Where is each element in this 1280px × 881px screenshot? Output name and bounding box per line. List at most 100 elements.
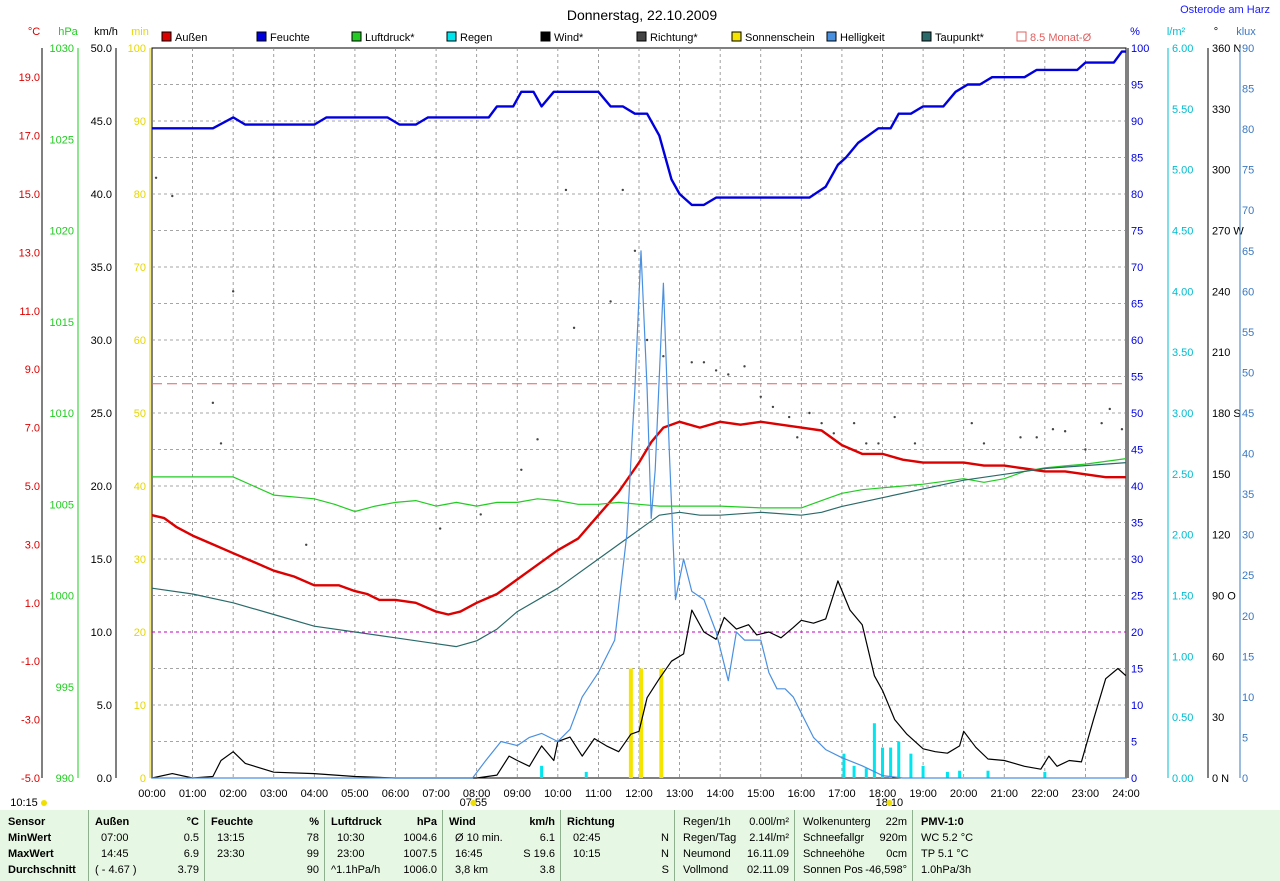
legend-swatch-monat: [1016, 31, 1027, 42]
stats-schneefall-label: Schneefallgr: [803, 832, 865, 844]
legend-label-sonne: Sonnenschein: [745, 32, 815, 44]
stats-luftdruck-col: Luftdruck hPa 10:30 1004.6 23:00 1007.5 ^1.…: [324, 810, 443, 881]
stats-richtung-col: Richtung 02:45 N 10:15 N S: [560, 810, 675, 881]
axis-tick-pressure-1: 1025: [50, 134, 74, 146]
axis-tick-sun-10: 0: [140, 773, 146, 785]
legend-swatch-wind: [540, 31, 551, 42]
direction-point-20: [727, 373, 730, 376]
stats-regen1h-value: 0.00l/m²: [749, 816, 789, 828]
axis-tick-light-6: 60: [1242, 286, 1254, 298]
stats-pmv-col: PMV-1:0 WC 5.2 °C TP 5.1 °C 1.0hPa/3h: [912, 810, 1280, 881]
direction-point-35: [982, 442, 986, 445]
axis-tick-sun-8: 20: [134, 627, 146, 639]
legend-swatch-taupunkt: [921, 31, 932, 42]
direction-point-10: [564, 188, 568, 192]
direction-point-19: [714, 369, 718, 372]
axis-tick-humidity-0: 100: [1131, 43, 1149, 55]
location-label: Osterode am Harz: [1180, 4, 1270, 16]
axis-tick-humidity-19: 5: [1131, 737, 1137, 749]
axis-tick-direction-6: 180 S: [1212, 408, 1241, 420]
stats-regen-col: Regen/1h 0.00l/m² Regen/Tag 2.14l/m² Neumo…: [674, 810, 795, 881]
stats-luftdruck-min-time: 10:30: [337, 832, 365, 844]
x-tick-0: 00:00: [138, 788, 166, 800]
direction-point-17: [690, 361, 693, 364]
legend-label-taupunkt: Taupunkt*: [935, 32, 985, 44]
axis-tick-sun-5: 50: [134, 408, 146, 420]
x-tick-19: 19:00: [909, 788, 937, 800]
legend-label-wind: Wind*: [554, 32, 584, 44]
direction-point-41: [1100, 421, 1103, 425]
axis-tick-rain-8: 2.00: [1172, 530, 1193, 542]
stats-luftdruck-unit: hPa: [416, 816, 437, 828]
stats-wind-header: Wind: [449, 816, 476, 828]
direction-point-23: [771, 405, 775, 409]
stats-wind-max-time: 16:45: [455, 848, 483, 860]
stats-wind-avg-value: 3.8: [539, 864, 555, 876]
axis-tick-rain-7: 2.50: [1172, 469, 1193, 481]
axis-tick-direction-5: 210: [1212, 347, 1230, 359]
x-tick-20: 20:00: [950, 788, 978, 800]
axis-tick-direction-9: 90 O: [1212, 591, 1236, 603]
stats-feuchte-min-time: 13:15: [217, 832, 245, 844]
direction-point-16: [662, 355, 665, 358]
axis-tick-humidity-7: 65: [1131, 299, 1143, 311]
legend-swatch-regen: [446, 31, 457, 42]
axis-tick-rain-12: 0.00: [1172, 773, 1193, 785]
stats-richtung-min-value: N: [661, 832, 669, 844]
axis-tick-humidity-15: 25: [1131, 591, 1143, 603]
stats-luftdruck-avg-value: 1006.0: [403, 864, 437, 876]
axis-tick-pressure-0: 1030: [50, 43, 74, 55]
stats-luftdruck-max-time: 23:00: [337, 848, 365, 860]
axis-tick-rain-6: 3.00: [1172, 408, 1193, 420]
x-tick-17: 17:00: [828, 788, 856, 800]
direction-point-1: [171, 194, 174, 198]
axis-tick-rain-4: 4.00: [1172, 286, 1193, 298]
stats-regentag-label: Regen/Tag: [683, 832, 737, 844]
rain-bar-8: [897, 741, 901, 778]
x-tick-3: 03:00: [260, 788, 288, 800]
axis-unit-pressure: hPa: [58, 26, 78, 38]
rain-bar-1: [584, 771, 588, 778]
legend-label-regen: Regen: [460, 32, 492, 44]
stats-sensor-header: Sensor: [8, 816, 46, 828]
direction-point-24: [787, 415, 791, 419]
axis-tick-rain-1: 5.50: [1172, 104, 1193, 116]
axis-tick-wind-3: 35.0: [91, 262, 112, 274]
axis-tick-light-5: 65: [1242, 246, 1254, 258]
axis-tick-pressure-5: 1005: [50, 499, 74, 511]
stats-richtung-avg-value: S: [661, 864, 669, 876]
stats-luftdruck-min-value: 1004.6: [403, 832, 437, 844]
rain-bar-0: [540, 765, 544, 778]
series-line-helligkeit: [152, 250, 1126, 779]
direction-point-12: [609, 300, 612, 303]
axis-tick-wind-8: 10.0: [91, 627, 112, 639]
stats-wolken-value: 22m: [885, 816, 907, 828]
axis-tick-light-14: 20: [1242, 611, 1254, 623]
axis-tick-wind-5: 25.0: [91, 408, 112, 420]
legend-label-monat: 8.5 Monat-Ø: [1030, 32, 1092, 44]
axis-tick-temp-4: 11.0: [19, 306, 40, 318]
axis-tick-sun-7: 30: [134, 554, 146, 566]
axis-tick-wind-9: 5.0: [97, 700, 112, 712]
direction-point-43: [1120, 428, 1124, 431]
axis-tick-direction-10: 60: [1212, 651, 1224, 663]
stats-vollmond-value: 02.11.09: [746, 864, 789, 876]
stats-wolken-label: Wolkenunterg: [803, 816, 871, 828]
direction-point-8: [520, 468, 523, 471]
legend-swatch-richtung: [636, 31, 647, 42]
axis-tick-pressure-4: 1010: [50, 408, 74, 420]
axis-unit-humidity: %: [1130, 26, 1140, 38]
axis-tick-humidity-1: 95: [1131, 80, 1143, 92]
x-tick-15: 15:00: [747, 788, 775, 800]
stats-min-label: MinWert: [8, 832, 52, 844]
x-tick-7: 07:00: [422, 788, 450, 800]
stats-schneehoehe-label: Schneehöhe: [803, 848, 865, 860]
series-line-taupunkt: [151, 462, 1127, 648]
legend-label-feuchte: Feuchte: [270, 32, 310, 44]
axis-tick-temp-2: 15.0: [19, 189, 40, 201]
direction-point-15: [645, 338, 649, 342]
axis-tick-light-18: 0: [1242, 773, 1248, 785]
direction-point-27: [820, 421, 823, 425]
direction-point-2: [231, 290, 235, 293]
sunshine-bar-2: [659, 668, 664, 778]
